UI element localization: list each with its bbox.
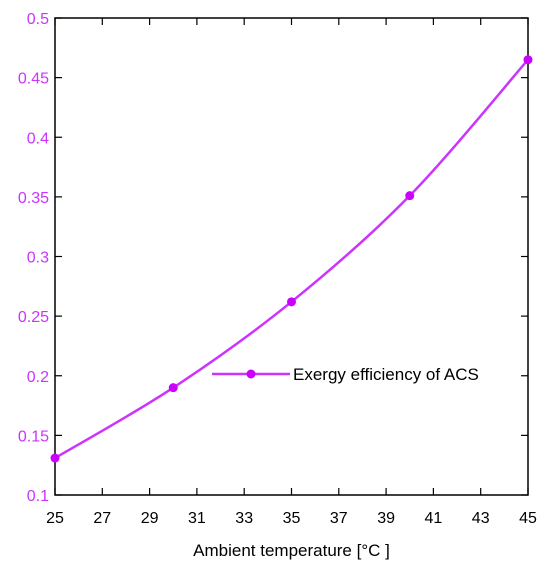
series-line [54, 58, 529, 460]
plot-frame [54, 17, 529, 496]
x-tick-label: 39 [377, 510, 395, 527]
x-tick-label: 25 [46, 510, 64, 527]
data-point [405, 191, 415, 201]
legend-series-label: Exergy efficiency of ACS [293, 365, 479, 384]
x-tick-label: 37 [330, 510, 348, 527]
x-tick-label: 41 [425, 510, 443, 527]
y-tick-label: 0.5 [27, 11, 49, 28]
y-tick-label: 0.15 [18, 428, 49, 445]
y-tick-label: 0.3 [27, 250, 49, 267]
data-point [523, 55, 533, 65]
data-point [287, 297, 296, 307]
x-axis-ticks: 25 27 29 31 33 35 37 39 41 43 45 [46, 18, 537, 527]
x-tick-label: 35 [283, 510, 301, 527]
x-tick-label: 27 [93, 510, 111, 527]
y-tick-label: 0.45 [18, 71, 49, 88]
legend-marker [246, 369, 256, 379]
x-axis-title: Ambient temperature [°C ] [193, 541, 390, 560]
legend: Exergy efficiency of ACS [212, 365, 479, 384]
y-axis-ticks: 0.1 0.15 0.2 0.25 0.3 0.35 0.4 0.45 0.5 [18, 11, 528, 505]
x-tick-label: 45 [519, 510, 537, 527]
y-tick-label: 0.1 [27, 488, 49, 505]
y-tick-label: 0.2 [27, 369, 49, 386]
x-tick-label: 29 [141, 510, 159, 527]
x-tick-label: 33 [235, 510, 253, 527]
y-tick-label: 0.4 [27, 130, 49, 147]
x-tick-label: 43 [472, 510, 490, 527]
y-tick-label: 0.25 [18, 309, 49, 326]
y-tick-label: 0.35 [18, 190, 49, 207]
data-point [50, 453, 60, 463]
data-point [168, 383, 178, 393]
x-tick-label: 31 [188, 510, 206, 527]
series-layer [50, 55, 533, 463]
